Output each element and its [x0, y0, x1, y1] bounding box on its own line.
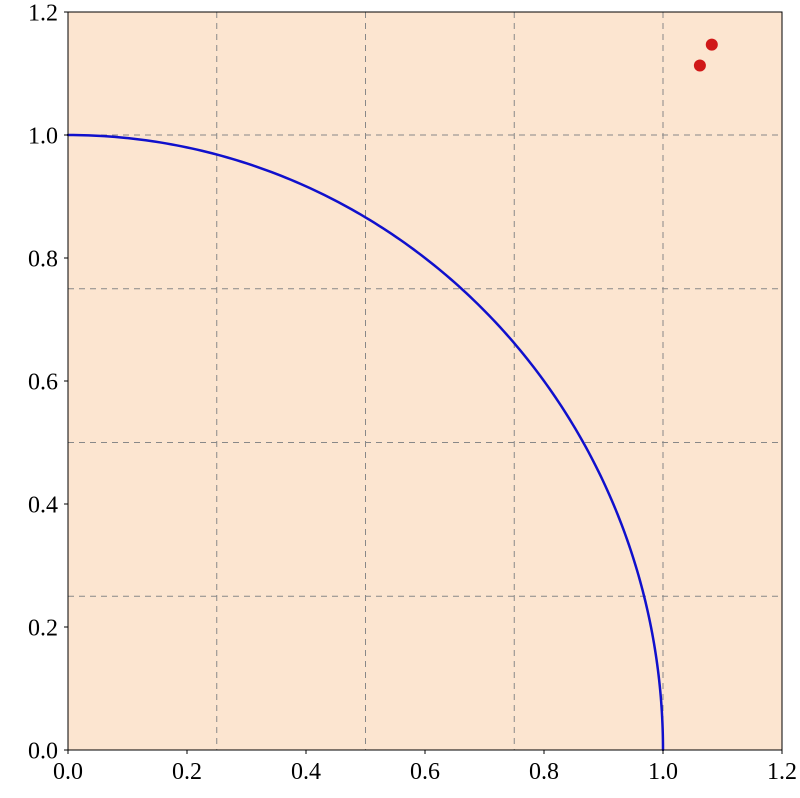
y-tick-label: 0.0	[28, 738, 58, 764]
scatter-point	[706, 39, 718, 51]
plot: 0.00.20.40.60.81.01.20.00.20.40.60.81.01…	[0, 0, 800, 798]
x-tick-label: 0.4	[291, 759, 321, 785]
y-tick-label: 1.2	[28, 0, 58, 26]
x-tick-label: 1.0	[648, 759, 678, 785]
y-tick-label: 0.6	[28, 369, 58, 395]
y-tick-label: 0.2	[28, 615, 58, 641]
x-tick-label: 1.2	[767, 759, 797, 785]
x-tick-label: 0.6	[410, 759, 440, 785]
y-tick-label: 1.0	[28, 123, 58, 149]
scatter-point	[694, 60, 706, 72]
y-tick-label: 0.4	[28, 492, 58, 518]
y-tick-label: 0.8	[28, 246, 58, 272]
plot-background	[68, 12, 782, 750]
x-tick-label: 0.8	[529, 759, 559, 785]
x-tick-label: 0.2	[172, 759, 202, 785]
